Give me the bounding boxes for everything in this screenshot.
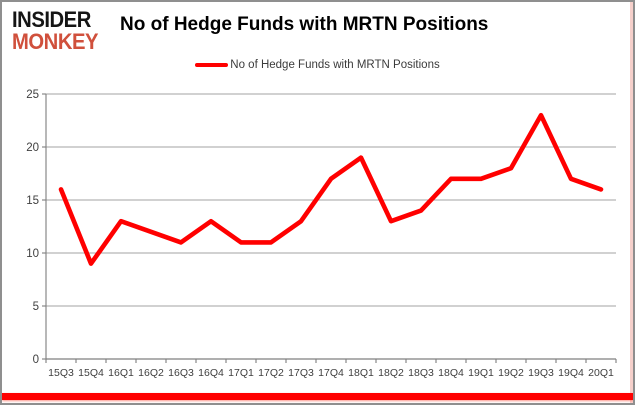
- svg-text:19Q2: 19Q2: [498, 367, 524, 379]
- svg-text:20: 20: [26, 142, 39, 154]
- insider-monkey-logo: INSIDER MONKEY: [12, 7, 99, 54]
- svg-text:18Q2: 18Q2: [378, 367, 404, 379]
- svg-text:20Q1: 20Q1: [588, 367, 614, 379]
- legend: No of Hedge Funds with MRTN Positions: [2, 59, 633, 71]
- logo-line-insider: INSIDER: [12, 7, 91, 32]
- svg-text:16Q3: 16Q3: [168, 367, 194, 379]
- svg-text:17Q2: 17Q2: [258, 367, 284, 379]
- svg-text:18Q3: 18Q3: [408, 367, 434, 379]
- svg-text:10: 10: [26, 248, 39, 260]
- svg-text:19Q1: 19Q1: [468, 367, 494, 379]
- svg-text:18Q4: 18Q4: [438, 367, 464, 379]
- svg-text:15Q4: 15Q4: [78, 367, 104, 379]
- logo-line-monkey: MONKEY: [12, 28, 99, 54]
- svg-text:17Q4: 17Q4: [318, 367, 344, 379]
- chart-title: No of Hedge Funds with MRTN Positions: [120, 14, 489, 35]
- svg-text:19Q4: 19Q4: [558, 367, 584, 379]
- svg-text:5: 5: [33, 301, 39, 313]
- svg-text:0: 0: [33, 354, 39, 366]
- svg-text:18Q1: 18Q1: [348, 367, 374, 379]
- svg-text:17Q1: 17Q1: [228, 367, 254, 379]
- line-chart: 0 5 10 15 20 25 15Q3 15Q4 16Q1 16Q2 16Q3 16Q4 17Q1 17…: [26, 89, 617, 379]
- svg-text:16Q1: 16Q1: [108, 367, 134, 379]
- svg-text:15: 15: [26, 195, 39, 207]
- svg-text:16Q2: 16Q2: [138, 367, 164, 379]
- legend-line-swatch: [195, 63, 229, 67]
- svg-text:15Q3: 15Q3: [48, 367, 74, 379]
- bottom-red-bar: [2, 393, 633, 400]
- legend-label: No of Hedge Funds with MRTN Positions: [230, 59, 440, 71]
- svg-text:25: 25: [26, 89, 39, 101]
- svg-text:17Q3: 17Q3: [288, 367, 314, 379]
- svg-text:16Q4: 16Q4: [198, 367, 224, 379]
- svg-text:19Q3: 19Q3: [528, 367, 554, 379]
